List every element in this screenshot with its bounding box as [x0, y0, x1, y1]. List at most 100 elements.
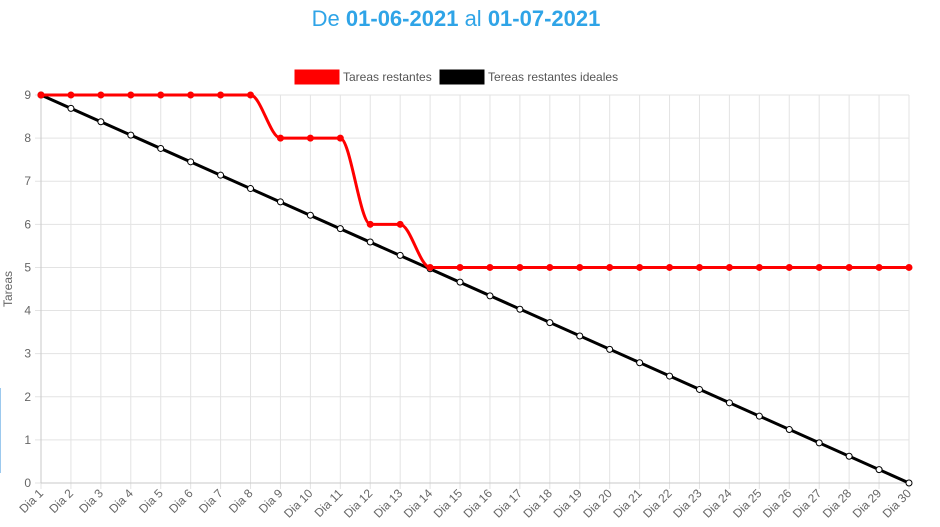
x-tick-label: Dia 10 — [281, 486, 316, 521]
actual-point[interactable] — [396, 220, 404, 228]
ideal-point[interactable] — [725, 399, 733, 407]
actual-point[interactable] — [546, 263, 554, 271]
actual-point[interactable] — [217, 91, 225, 99]
x-tick-label: Dia 25 — [730, 486, 765, 521]
ideal-point[interactable] — [666, 372, 674, 380]
ideal-point[interactable] — [276, 198, 284, 206]
x-tick-label: Dia 21 — [610, 486, 645, 521]
ideal-point[interactable] — [636, 359, 644, 367]
ideal-point[interactable] — [486, 292, 494, 300]
actual-point[interactable] — [97, 91, 105, 99]
ideal-point[interactable] — [157, 144, 165, 152]
x-tick-label: Dia 3 — [76, 486, 106, 516]
actual-point[interactable] — [187, 91, 195, 99]
x-tick-label: Dia 20 — [580, 486, 615, 521]
x-tick-label: Dia 7 — [196, 486, 226, 516]
y-tick-label: 7 — [24, 174, 31, 188]
actual-point[interactable] — [636, 263, 644, 271]
actual-point[interactable] — [127, 91, 135, 99]
legend-item-ideal[interactable]: Tereas restantes ideales — [439, 69, 618, 85]
ideal-point[interactable] — [187, 158, 195, 166]
ideal-point[interactable] — [576, 332, 584, 340]
x-tick-label: Dia 27 — [790, 486, 825, 521]
ideal-point[interactable] — [336, 225, 344, 233]
actual-point[interactable] — [695, 263, 703, 271]
ideal-point[interactable] — [516, 305, 524, 313]
actual-point[interactable] — [306, 134, 314, 142]
legend-label: Tareas restantes — [343, 70, 432, 84]
ideal-point[interactable] — [366, 238, 374, 246]
actual-point[interactable] — [606, 263, 614, 271]
y-tick-label: 5 — [24, 260, 31, 274]
x-tick-label: Dia 11 — [312, 486, 346, 520]
y-tick-label: 6 — [24, 217, 31, 231]
title-end-date: 01-07-2021 — [487, 6, 601, 31]
ideal-point[interactable] — [396, 251, 404, 259]
x-tick-label: Dia 24 — [700, 486, 735, 521]
ideal-point[interactable] — [546, 319, 554, 327]
ideal-point[interactable] — [127, 131, 135, 139]
x-tick-label: Dia 15 — [431, 486, 466, 521]
x-tick-label: Dia 22 — [640, 486, 675, 521]
x-tick-label: Dia 2 — [46, 486, 76, 516]
actual-point[interactable] — [486, 263, 494, 271]
actual-point[interactable] — [785, 263, 793, 271]
actual-point[interactable] — [666, 263, 674, 271]
actual-point[interactable] — [815, 263, 823, 271]
ideal-point[interactable] — [755, 412, 763, 420]
actual-point[interactable] — [426, 263, 434, 271]
chart-title: De 01-06-2021 al 01-07-2021 — [0, 6, 912, 32]
actual-point[interactable] — [516, 263, 524, 271]
x-tick-label: Dia 8 — [226, 486, 256, 516]
ideal-point[interactable] — [845, 452, 853, 460]
actual-point[interactable] — [576, 263, 584, 271]
y-tick-label: 9 — [24, 88, 31, 102]
ideal-point[interactable] — [606, 345, 614, 353]
x-tick-label: Dia 5 — [136, 486, 166, 516]
x-tick-label: Dia 12 — [341, 486, 376, 521]
ideal-point[interactable] — [905, 479, 913, 487]
title-connector: al — [464, 6, 482, 31]
ideal-point[interactable] — [306, 211, 314, 219]
y-tick-label: 8 — [24, 131, 31, 145]
legend[interactable]: Tareas restantes Tereas restantes ideales — [294, 69, 618, 85]
actual-point[interactable] — [157, 91, 165, 99]
ideal-point[interactable] — [217, 171, 225, 179]
actual-point[interactable] — [247, 91, 255, 99]
x-tick-label: Dia 14 — [401, 486, 436, 521]
x-tick-label: Dia 26 — [760, 486, 795, 521]
ideal-point[interactable] — [695, 385, 703, 393]
x-tick-label: Dia 16 — [461, 486, 496, 521]
ideal-point[interactable] — [815, 439, 823, 447]
x-tick-label: Dia 28 — [820, 486, 855, 521]
actual-point[interactable] — [336, 134, 344, 142]
ideal-point[interactable] — [785, 426, 793, 434]
y-tick-label: 2 — [24, 390, 31, 404]
legend-label: Tereas restantes ideales — [488, 70, 618, 84]
left-edge-accent — [0, 388, 1, 473]
legend-item-actual[interactable]: Tareas restantes — [294, 69, 432, 85]
ideal-point[interactable] — [247, 185, 255, 193]
ideal-point[interactable] — [456, 278, 464, 286]
ideal-point[interactable] — [875, 466, 883, 474]
grid — [35, 94, 910, 489]
actual-point[interactable] — [67, 91, 75, 99]
actual-point[interactable] — [725, 263, 733, 271]
ideal-point[interactable] — [97, 118, 105, 126]
x-tick-label: Dia 13 — [371, 486, 406, 521]
x-tick-label: Dia 19 — [550, 486, 585, 521]
actual-point[interactable] — [905, 263, 913, 271]
actual-point[interactable] — [456, 263, 464, 271]
actual-point[interactable] — [276, 134, 284, 142]
ideal-point[interactable] — [67, 104, 75, 112]
actual-point[interactable] — [37, 91, 45, 99]
actual-point[interactable] — [366, 220, 374, 228]
title-prefix: De — [311, 6, 340, 31]
actual-point[interactable] — [755, 263, 763, 271]
actual-point[interactable] — [875, 263, 883, 271]
actual-point[interactable] — [845, 263, 853, 271]
axes: 0 1 2 3 4 5 6 7 8 9 Dia 1 Dia 2 Dia 3 Dia 4 Dia 5 Dia 6… — [1, 88, 914, 521]
x-tick-label: Dia 18 — [521, 486, 556, 521]
x-tick-label: Dia 30 — [880, 486, 915, 521]
series — [37, 91, 913, 487]
